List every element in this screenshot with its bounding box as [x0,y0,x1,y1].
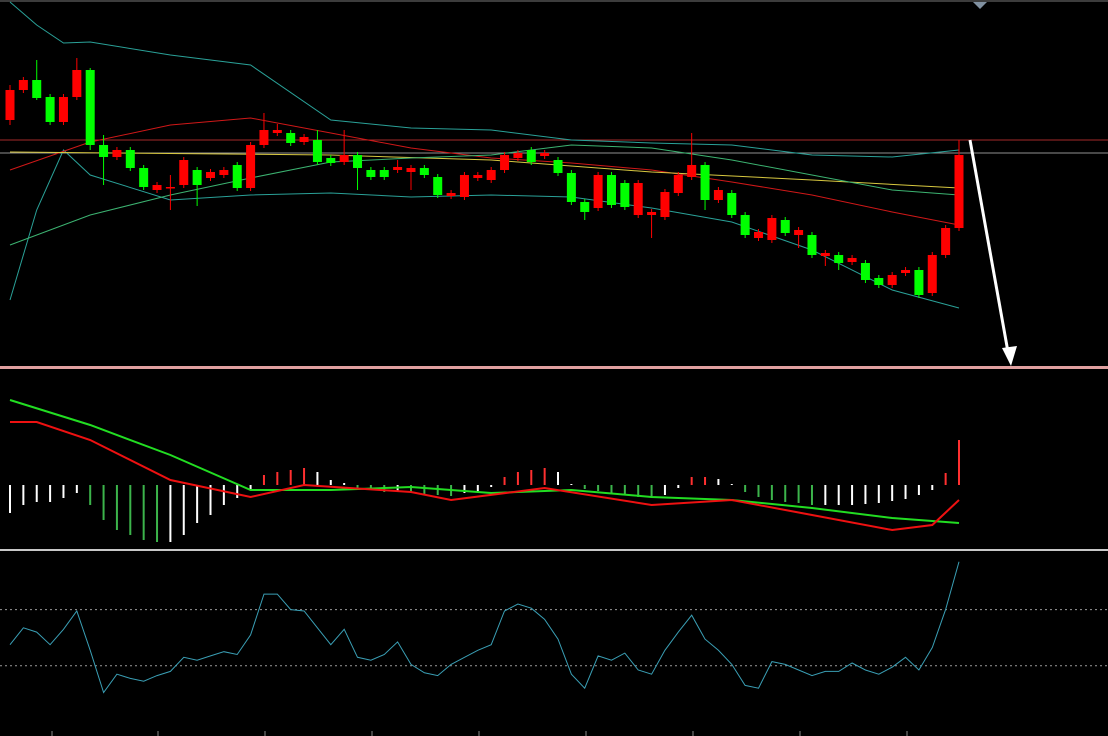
candle-body [713,190,723,200]
indicator-line [9,149,960,309]
candle-body [326,158,336,163]
arrow-head [1002,346,1017,366]
candle-body [874,278,884,285]
candle-body [941,228,951,255]
candle-body [45,97,55,122]
candle-body [125,150,135,168]
candle-body [780,220,790,233]
candle-body [5,90,15,120]
macd-line [9,399,960,524]
macd-line [10,421,960,532]
candle-body [112,150,122,157]
candle-body [767,218,777,240]
candle-body [419,168,429,175]
candle-body [820,253,830,256]
candle-body [794,230,804,235]
candle-body [459,175,469,197]
candle-body [901,270,911,273]
candle-body [914,270,924,295]
candle-body [593,175,603,208]
candle-body [647,212,657,215]
candle-body [393,167,403,170]
candle-body [606,175,616,205]
candle-body [740,215,750,235]
candle-body [446,193,456,196]
candle-body [219,170,229,175]
candle-body [286,133,296,143]
candle-body [473,175,483,178]
candle-body [339,155,349,162]
candle-body [406,168,416,172]
candle-body [673,175,683,193]
oscillator-line [9,561,960,694]
candle-body [860,263,870,280]
candle-body [526,150,536,162]
candle-body [754,232,764,238]
candle-body [540,153,550,156]
candle-body [99,145,109,157]
candle-body [272,130,282,133]
candle-body [927,255,937,293]
candle-body [553,160,563,173]
candle-body [954,155,964,228]
candle-body [353,155,363,168]
annotation-arrow [968,139,1017,366]
candle-body [58,97,68,122]
candle-body [366,170,376,177]
candle-body [700,165,710,200]
candle-body [847,258,857,262]
candle-body [633,183,643,215]
candle-body [85,70,95,145]
candle-body [18,80,28,90]
candle-body [312,140,322,162]
candle-body [259,130,269,145]
candle-body [232,165,242,188]
candle-body [179,160,189,185]
candle-body [165,187,175,189]
candle-body [246,145,256,188]
candle-body [139,168,149,187]
candle-body [566,173,576,202]
candle-body [299,137,309,142]
candle-body [687,165,697,177]
candle-body [660,192,670,217]
candle-body [486,170,496,180]
candle-body [807,235,817,255]
candle-body [205,172,215,178]
candle-body [152,185,162,190]
candle-body [580,202,590,212]
candle-body [433,177,443,195]
plot-layer [0,1,1108,694]
indicator-line [9,117,960,226]
candle-body [834,255,844,263]
shift-marker [973,2,987,9]
indicator-line [9,1,960,158]
candle-body [32,80,42,98]
candle-body [887,275,897,285]
candle-body [727,193,737,215]
arrow-shaft [968,139,1010,353]
candle-body [379,170,389,177]
candle-body [192,170,202,185]
candle-body [620,183,630,207]
indicator-line [9,151,960,189]
candle-body [513,153,523,158]
candle-body [500,155,510,170]
candle-body [72,70,82,97]
time-ticks [51,731,908,736]
